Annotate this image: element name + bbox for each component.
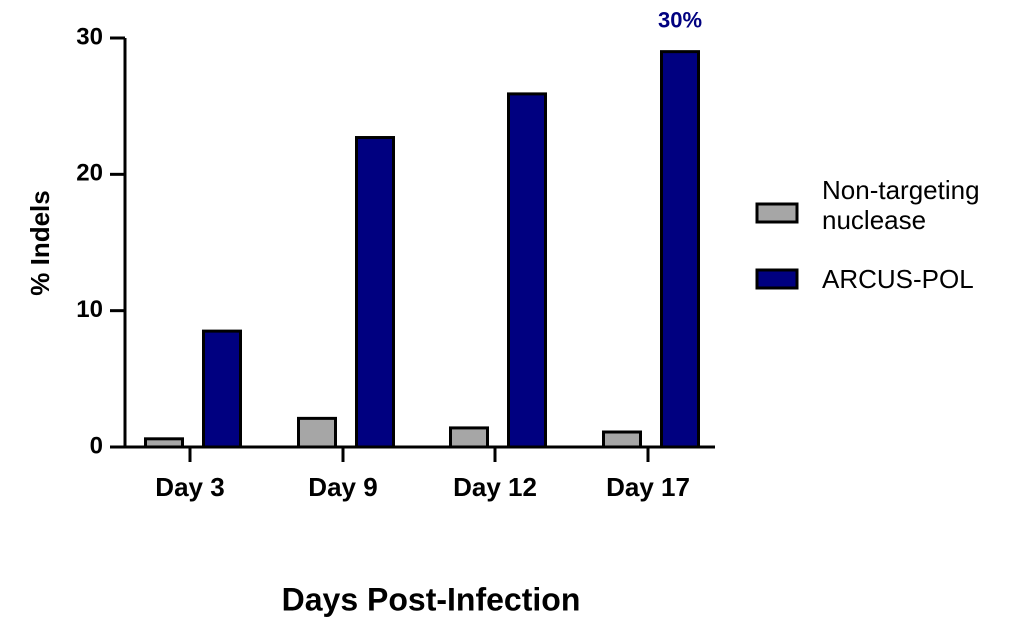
y-tick-label: 20 bbox=[76, 160, 103, 187]
x-tick-label: Day 17 bbox=[606, 472, 690, 502]
bar bbox=[144, 437, 184, 449]
y-tick-label: 0 bbox=[90, 432, 103, 459]
bar bbox=[202, 329, 242, 449]
x-tick-label: Day 3 bbox=[155, 472, 224, 502]
legend-label: Non-targeting nuclease bbox=[822, 175, 980, 235]
bar bbox=[355, 136, 395, 449]
legend-swatch bbox=[755, 202, 799, 224]
y-tick-label: 10 bbox=[76, 296, 103, 323]
x-tick-label: Day 12 bbox=[453, 472, 537, 502]
y-axis-title: % Indels bbox=[25, 190, 55, 295]
legend-label: ARCUS-POL bbox=[822, 264, 974, 294]
bar bbox=[449, 426, 489, 449]
legend-swatch bbox=[755, 268, 799, 290]
bar bbox=[297, 416, 337, 449]
bar bbox=[507, 92, 547, 449]
y-tick-label: 30 bbox=[76, 23, 103, 50]
x-tick-label: Day 9 bbox=[308, 472, 377, 502]
bar bbox=[660, 50, 700, 449]
annotation: 30% bbox=[658, 7, 702, 32]
bar bbox=[602, 430, 642, 449]
x-axis-title: Days Post-Infection bbox=[282, 581, 581, 617]
